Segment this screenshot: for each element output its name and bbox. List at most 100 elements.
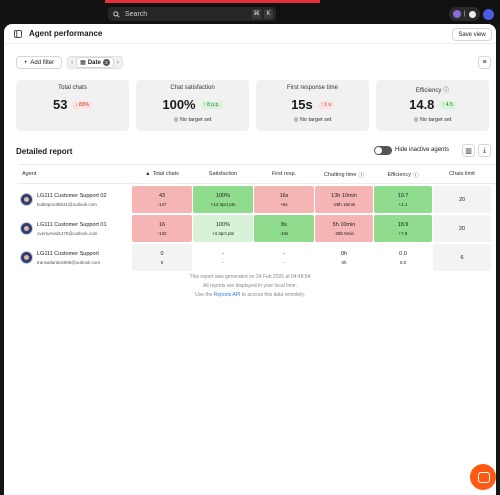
settings-sliders-button[interactable]: ≡: [478, 56, 491, 69]
cell-delta: 0.0: [399, 259, 407, 265]
trend-chip-text: 4.5: [445, 101, 453, 108]
target-text: No target set: [179, 117, 212, 123]
sidebar-toggle-icon[interactable]: [14, 30, 22, 38]
cell-value: 0h: [340, 250, 348, 257]
trend-chip-text: 83%: [78, 101, 89, 108]
satisfaction-cell: 100% +3.3pct pts: [193, 215, 253, 242]
trend-chip: ↓ 83%: [72, 100, 92, 109]
trend-chip: ↑ 4.5: [439, 100, 456, 109]
col-header-efficiency[interactable]: Efficiency ⓘ: [374, 171, 432, 179]
report-footer-line: All reports are displayed in your local …: [203, 283, 297, 289]
card-first-response-time: First response time 15s ↑ 1 s ◎ No target…: [256, 80, 369, 131]
chatting-time-cell: 5h 10min -28h 5min: [315, 215, 373, 242]
efficiency-cell: 0.0 0.0: [374, 244, 432, 271]
footer-text: Use the: [195, 292, 213, 298]
first-resp-cell: --: [254, 244, 314, 271]
chat-widget-button[interactable]: [470, 464, 496, 490]
cell-delta: -28h 5min: [333, 230, 354, 236]
arrow-up-icon: ↑: [320, 101, 324, 108]
cell-delta: +7.8: [398, 230, 408, 236]
accent-line: [105, 0, 320, 3]
satisfaction-cell: --: [193, 244, 253, 271]
columns-button[interactable]: ▥: [462, 144, 475, 157]
card-chat-satisfaction: Chat satisfaction 100% ↑ 8 p.p. ◎ No targ…: [136, 80, 249, 131]
page-title: Agent performance: [29, 29, 103, 38]
add-filter-label: Add filter: [30, 59, 55, 66]
date-filter[interactable]: ‹ ▦ Date 2 ›: [67, 56, 123, 69]
efficiency-cell: 10.7 +1.1: [374, 186, 432, 213]
top-bar: Search ⌘ K |: [0, 0, 500, 24]
col-header-first-resp[interactable]: First resp.: [271, 171, 297, 177]
card-value-text: 53: [53, 97, 68, 112]
info-icon[interactable]: ⓘ: [443, 88, 450, 94]
info-icon[interactable]: ⓘ: [412, 173, 419, 179]
total-chats-cell: 43 -147: [132, 186, 192, 213]
date-chip[interactable]: ▦ Date 2: [76, 57, 114, 68]
col-header-agent[interactable]: Agent: [22, 171, 37, 177]
divider-icon: |: [464, 11, 466, 17]
chats-limit-cell: 20: [433, 215, 491, 242]
workspace-switcher[interactable]: |: [449, 7, 480, 21]
report-footer-line: This report was generated on 24 Feb 2026…: [189, 274, 311, 280]
table-row[interactable]: LG111 Customer Support transatlantic6696…: [18, 244, 496, 274]
col-header-chatting-time[interactable]: Chatting time ⓘ: [315, 171, 373, 179]
card-value: 14.8 ↑ 4.5: [376, 97, 489, 112]
info-icon[interactable]: ⓘ: [358, 173, 364, 179]
user-avatar-icon[interactable]: [482, 8, 494, 20]
card-label: First response time: [286, 85, 338, 91]
cell-value: 6: [460, 254, 464, 261]
calendar-icon: ▦: [80, 60, 86, 66]
plus-icon[interactable]: [468, 10, 476, 18]
card-total-chats: Total chats 53 ↓ 83%: [16, 80, 129, 131]
cell-delta: -132: [157, 230, 167, 236]
card-label: Chat satisfaction: [170, 85, 215, 91]
table-row[interactable]: LG111 Customer Support 02 bulletproof563…: [18, 186, 496, 216]
date-count-badge: 2: [102, 59, 110, 66]
col-header-text: Total chats: [152, 171, 179, 177]
efficiency-cell: 18.9 +7.8: [374, 215, 432, 242]
cell-delta: 0h: [341, 259, 347, 265]
columns-icon: ▥: [465, 147, 472, 155]
card-label: Total chats: [58, 85, 87, 91]
add-filter-button[interactable]: + Add filter: [16, 56, 62, 69]
trend-chip: ↑ 8 p.p.: [200, 100, 223, 109]
avatar: [20, 251, 33, 264]
cell-value: 20: [458, 225, 466, 232]
cell-value: 10.7: [397, 192, 409, 199]
col-header-satisfaction[interactable]: Satisfaction: [208, 171, 238, 177]
col-header-total-chats[interactable]: ▲ Total chats: [132, 171, 192, 177]
card-label-text: Efficiency: [415, 88, 442, 94]
chevron-left-icon[interactable]: ‹: [71, 59, 74, 66]
card-efficiency: Efficiency ⓘ 14.8 ↑ 4.5 ◎ No target set: [376, 80, 489, 131]
target-row: ◎ No target set: [376, 117, 489, 123]
cell-value: 100%: [215, 221, 231, 228]
cell-value: 0.0: [399, 250, 407, 257]
card-value-text: 100%: [162, 97, 196, 112]
main-panel: Agent performance Save view + Add filter…: [4, 24, 496, 495]
chatting-time-cell: 13h 10min -28h 16min: [315, 186, 373, 213]
agent-cell: LG111 Customer Support 02 bulletproof563…: [18, 191, 128, 211]
chatting-time-cell: 0h 0h: [315, 244, 373, 271]
search-bar[interactable]: Search ⌘ K: [108, 7, 276, 21]
hide-inactive-toggle[interactable]: [374, 146, 392, 155]
download-button[interactable]: ⤓: [478, 144, 491, 157]
chevron-right-icon[interactable]: ›: [116, 59, 119, 66]
plus-icon: +: [23, 59, 28, 66]
col-header-chats-limit[interactable]: Chats limit: [449, 171, 475, 177]
save-view-button[interactable]: Save view: [452, 28, 492, 41]
target-text: No target set: [299, 117, 332, 123]
cell-value: 16: [158, 221, 166, 228]
arrow-down-icon: ↓: [75, 101, 78, 108]
trend-chip: ↑ 1 s: [317, 100, 334, 109]
cell-value: 18.9: [397, 221, 409, 228]
total-chats-cell: 16 -132: [132, 215, 192, 242]
target-text: No target set: [419, 117, 452, 123]
cell-delta: +14.3pct pts: [210, 201, 236, 207]
sort-arrow-icon: ▲: [145, 171, 151, 177]
reports-api-link[interactable]: Reports API: [213, 292, 241, 298]
agent-email: bulletproof5631@outlook.com: [37, 202, 97, 207]
table-row[interactable]: LG111 Customer Support 01 overturned1475…: [18, 215, 496, 245]
cell-value: 16s: [279, 192, 289, 199]
chats-limit-cell: 20: [433, 186, 491, 213]
